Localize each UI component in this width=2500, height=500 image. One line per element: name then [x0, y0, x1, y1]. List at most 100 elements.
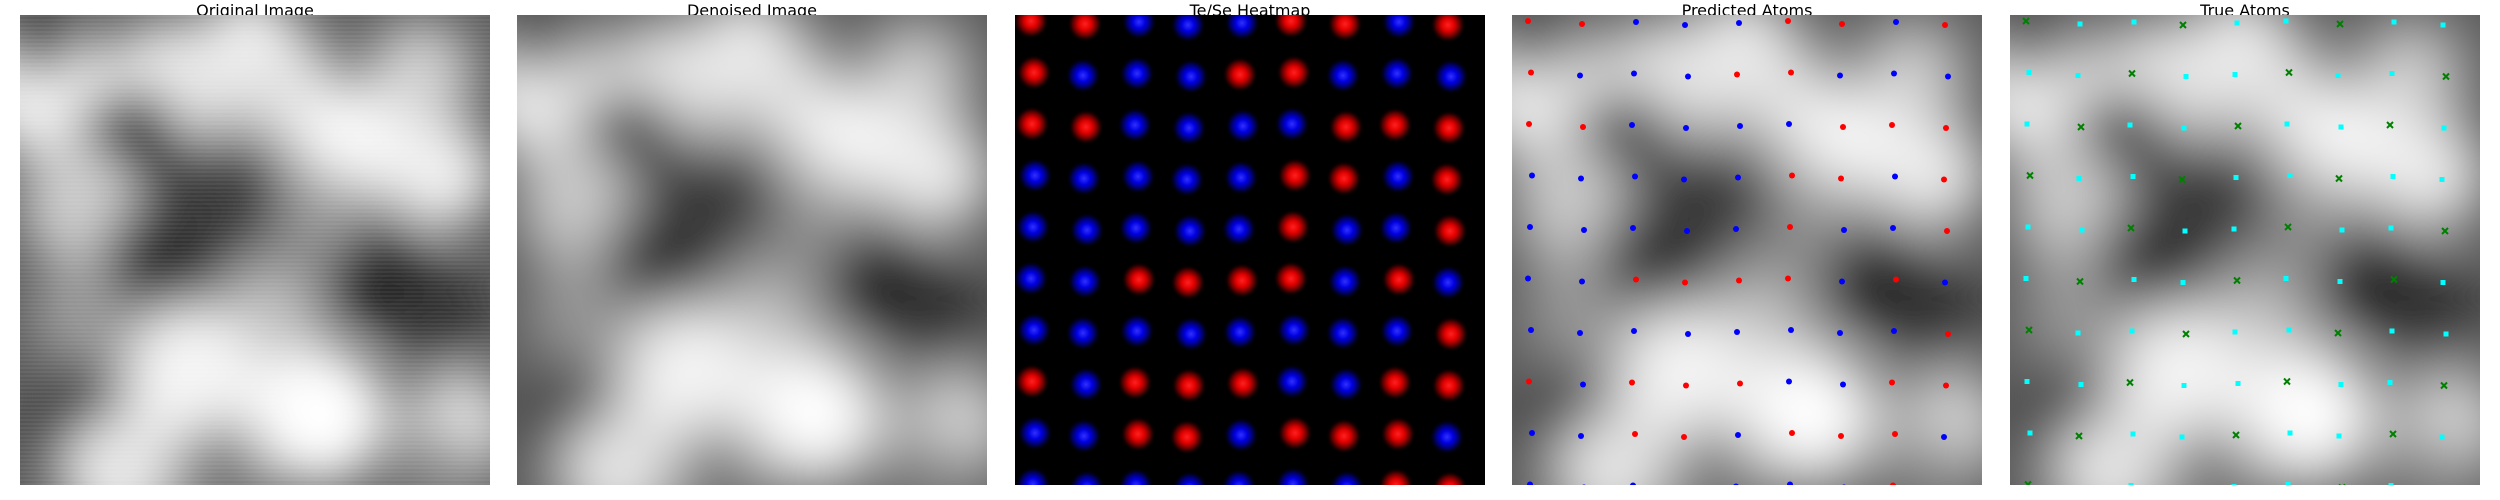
true-atom-square	[2286, 327, 2292, 333]
texture-blob	[2390, 435, 2470, 485]
predicted-se-atom	[1630, 225, 1636, 231]
texture-blob	[517, 15, 577, 75]
predicted-se-atom	[1580, 381, 1586, 388]
te-heat-dot	[1015, 106, 1050, 142]
predicted-se-atom	[1577, 330, 1583, 336]
predicted-se-atom	[1892, 173, 1898, 180]
predicted-se-atom	[1734, 329, 1740, 335]
predicted-te-atom	[1942, 22, 1948, 28]
predicted-se-atom	[1581, 227, 1587, 233]
predicted-te-atom	[1941, 176, 1947, 183]
se-heat-dot	[1173, 58, 1209, 95]
texture-blob	[2110, 305, 2250, 445]
predicted-se-atom	[1787, 481, 1793, 485]
predicted-te-atom	[1736, 277, 1742, 284]
predicted-se-atom	[1527, 224, 1533, 230]
se-heat-dot	[1017, 157, 1053, 194]
panel-true-atoms: True Atoms	[2010, 3, 2480, 485]
te-heat-dot	[1277, 157, 1313, 194]
true-atom-square	[2129, 328, 2135, 334]
true-atom-square	[2127, 122, 2133, 128]
texture-blob	[1592, 205, 1712, 325]
se-heat-dot	[1222, 314, 1258, 350]
texture-blob	[672, 140, 782, 250]
true-atom-square	[2287, 173, 2293, 178]
te-heat-dot	[1117, 364, 1153, 401]
texture-blob	[1877, 120, 1982, 230]
true-atom-square	[2023, 276, 2029, 281]
true-atom-cross	[2442, 72, 2450, 81]
se-heat-dot	[1276, 312, 1312, 348]
predicted-se-atom	[1735, 174, 1741, 181]
se-heat-dot	[1120, 158, 1156, 195]
se-heat-dot	[1327, 263, 1363, 300]
true-atom-cross	[2441, 227, 2449, 235]
se-heat-dot	[1224, 15, 1260, 41]
true-atom-square	[2131, 19, 2137, 25]
te-heat-dot	[1378, 467, 1414, 485]
se-heat-dot	[1068, 366, 1104, 403]
te-heat-dot	[1433, 316, 1469, 352]
predicted-atoms-image	[1512, 15, 1982, 485]
true-atom-square	[2391, 19, 2397, 25]
texture-blob	[597, 205, 717, 325]
texture-blob	[2195, 15, 2285, 80]
te-heat-dot	[1225, 365, 1261, 402]
se-heat-dot	[1065, 315, 1101, 351]
te-heat-dot	[1326, 418, 1362, 454]
true-atom-square	[2025, 224, 2031, 230]
se-heat-dot	[1118, 467, 1154, 485]
te-heat-dot	[1380, 416, 1416, 452]
true-atom-square	[2179, 434, 2185, 440]
predicted-se-atom	[1528, 327, 1534, 333]
predicted-te-atom	[1580, 124, 1586, 130]
predicted-te-atom	[1789, 172, 1795, 179]
true-atom-square	[2130, 174, 2136, 179]
texture-blob	[1882, 265, 1982, 365]
te-heat-dot	[1381, 261, 1417, 298]
true-atom-square	[2079, 227, 2085, 233]
se-heat-dot	[1017, 415, 1053, 451]
true-atom-square	[2128, 483, 2134, 485]
true-atom-square	[2338, 382, 2344, 387]
predicted-se-atom	[1682, 22, 1688, 28]
texture-blob	[1662, 425, 1762, 485]
predicted-se-atom	[1527, 481, 1533, 485]
predicted-se-atom	[1733, 483, 1739, 485]
te-heat-dot	[1377, 107, 1413, 143]
true-atom-square	[2389, 328, 2395, 334]
predicted-se-atom	[1578, 433, 1584, 439]
te-heat-dot	[1275, 209, 1311, 245]
predicted-se-atom	[1685, 331, 1691, 337]
true-atom-cross	[2234, 122, 2242, 130]
predicted-te-atom	[1682, 279, 1688, 286]
se-heat-dot	[1328, 366, 1364, 403]
texture-blob	[2090, 205, 2210, 325]
true-atom-cross	[2126, 378, 2134, 387]
texture-blob	[772, 170, 862, 260]
panel-denoised-image: Denoised Image	[517, 3, 987, 485]
true-atom-cross	[2022, 17, 2030, 25]
se-heat-dot	[1069, 212, 1105, 248]
true-atom-square	[2287, 430, 2293, 436]
texture-blob	[897, 435, 977, 485]
se-heat-dot	[1274, 106, 1310, 142]
predicted-se-atom	[1735, 432, 1741, 438]
predicted-te-atom	[1787, 224, 1793, 230]
true-atom-cross	[2128, 69, 2136, 78]
predicted-te-atom	[1838, 175, 1844, 182]
predicted-te-atom	[1629, 379, 1635, 386]
true-atom-square	[2181, 383, 2187, 388]
te-heat-dot	[1224, 262, 1260, 299]
predicted-se-atom	[1893, 19, 1899, 25]
predicted-se-atom	[1840, 381, 1846, 388]
true-atom-square	[2231, 484, 2237, 485]
texture-blob	[747, 345, 887, 485]
true-atom-square	[2235, 381, 2241, 386]
texture-blob	[1552, 415, 1672, 485]
texture-blob	[887, 265, 987, 365]
se-heat-dot	[1066, 160, 1102, 197]
se-heat-dot	[1169, 161, 1205, 198]
predicted-se-atom	[1681, 176, 1687, 183]
predicted-se-atom	[1579, 278, 1585, 285]
